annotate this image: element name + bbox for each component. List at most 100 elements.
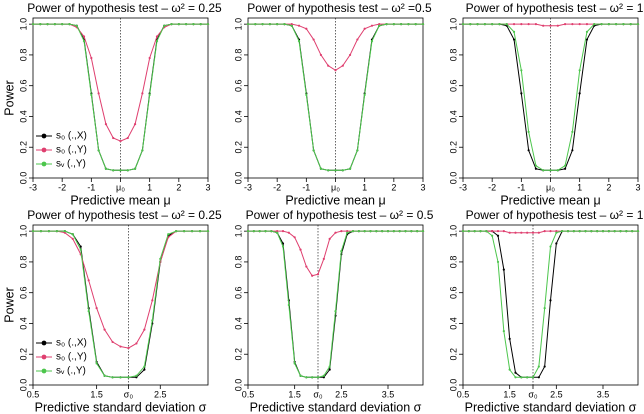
series-point — [363, 27, 366, 30]
series-point — [619, 230, 622, 233]
series-point — [527, 130, 530, 133]
legend-marker — [41, 147, 47, 153]
x-tick-label: 3 — [635, 182, 640, 192]
series-point — [578, 92, 581, 95]
y-tick-label: 0.4 — [448, 110, 458, 123]
series-point — [305, 27, 308, 30]
series-point — [542, 169, 545, 172]
series-point — [297, 24, 301, 27]
series-point — [177, 23, 180, 26]
series-point — [135, 342, 138, 345]
series-point — [112, 136, 115, 140]
series-point — [293, 236, 296, 239]
series-point — [537, 231, 540, 234]
y-tick-label: 0.4 — [448, 317, 458, 330]
series-point — [276, 231, 279, 234]
y-tick-label: 0.8 — [233, 49, 243, 62]
plot-frame — [32, 224, 209, 386]
series-point — [356, 149, 359, 152]
plot-frame — [247, 224, 424, 386]
series-point — [607, 23, 610, 26]
series-point — [39, 230, 43, 233]
series-point — [276, 230, 279, 233]
x-tick-label: -3 — [29, 182, 37, 192]
series-point — [155, 39, 159, 43]
series-point — [68, 23, 71, 26]
series-point — [126, 136, 129, 140]
series-point — [585, 30, 589, 33]
series-point — [148, 93, 151, 97]
series-point — [370, 24, 374, 27]
series-point — [143, 365, 146, 368]
x-axis-label: Predictive mean μ — [70, 193, 170, 207]
series-point — [82, 39, 86, 43]
series-point — [514, 371, 517, 374]
x-tick-label: 1 — [147, 182, 152, 192]
series-point — [543, 365, 546, 368]
y-tick-label: 0.0 — [448, 172, 458, 185]
series-point — [514, 231, 517, 234]
series-line — [248, 230, 423, 277]
series-point — [328, 237, 331, 240]
x-tick-label: 0.5 — [27, 389, 40, 399]
series-point — [578, 69, 581, 72]
series-point — [87, 279, 90, 282]
x-tick-label: -1 — [87, 182, 95, 192]
series-point — [31, 230, 35, 233]
series-point — [508, 368, 511, 371]
series-point — [410, 230, 413, 233]
series-point — [461, 23, 465, 26]
series-point — [578, 23, 581, 26]
series-point — [312, 149, 315, 152]
series-point — [549, 24, 552, 27]
series-point — [316, 376, 320, 379]
panel: Power of hypothesis test – ω² = 0.250.00… — [2, 208, 222, 414]
series-point — [613, 230, 616, 233]
series-point — [305, 376, 308, 379]
series-point — [356, 38, 359, 41]
series-point — [563, 164, 567, 167]
series-point — [190, 230, 194, 233]
legend-label: s₀ (.,Y) — [56, 145, 87, 156]
series-point — [407, 23, 410, 26]
series-point — [508, 231, 511, 234]
x-tick-label: σ₀ — [124, 389, 134, 399]
series-point — [198, 230, 202, 233]
series-point — [615, 23, 618, 26]
series-line — [248, 230, 423, 378]
series-point — [502, 330, 505, 333]
series-point — [369, 230, 372, 233]
series-point — [327, 64, 330, 67]
series-point — [143, 328, 146, 331]
series-point — [322, 374, 325, 377]
y-tick-label: 0.4 — [18, 110, 28, 123]
series-point — [61, 23, 64, 26]
series-point — [496, 230, 500, 233]
series-point — [141, 149, 144, 152]
series-point — [290, 24, 293, 27]
x-tick-label: -1 — [302, 182, 310, 192]
x-axis-label: Predictive standard deviation σ — [250, 400, 422, 414]
legend-label: s₀ (.,Y) — [56, 352, 87, 363]
series-point — [287, 303, 290, 307]
series-point — [571, 130, 574, 133]
series-point — [95, 362, 98, 365]
y-tick-label: 0.0 — [233, 379, 243, 392]
series-point — [133, 167, 137, 170]
series-point — [571, 23, 574, 26]
series-point — [159, 257, 162, 260]
x-tick-label: -2 — [58, 182, 66, 192]
series-point — [512, 23, 516, 26]
x-tick-label: 3 — [205, 182, 210, 192]
series-point — [287, 231, 290, 234]
y-tick-label: 1.0 — [233, 225, 243, 238]
series-point — [97, 149, 100, 152]
y-tick-label: 0.6 — [233, 286, 243, 299]
series-point — [600, 23, 603, 26]
x-tick-label: 0.5 — [242, 389, 255, 399]
legend-marker — [41, 161, 47, 167]
series-point — [549, 169, 552, 172]
series-point — [151, 319, 154, 322]
series-point — [103, 328, 106, 331]
